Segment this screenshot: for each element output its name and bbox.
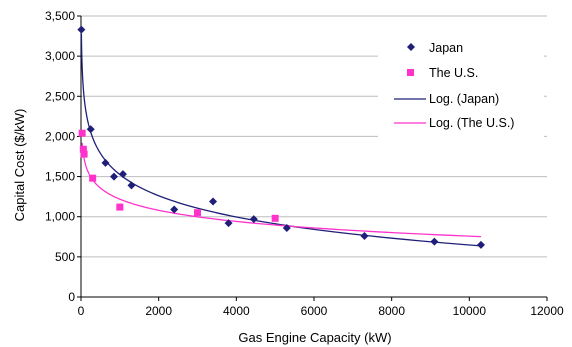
- y-tick-label: 3,000: [45, 49, 75, 63]
- y-tick-label: 2,000: [45, 129, 75, 143]
- data-point-japan-10: [282, 223, 291, 232]
- y-axis-label: Capital Cost ($/kW): [12, 109, 27, 222]
- legend-item-us: The U.S.: [407, 66, 478, 80]
- trendline-3: [81, 142, 482, 238]
- data-point-japan-9: [249, 215, 258, 224]
- tick-labels: 0 500 1,000 1,500 2,000 2,500 3,000 3,500 0 2000 4…: [45, 9, 564, 318]
- data-point-us-5: [194, 209, 201, 217]
- x-tick-label: 2000: [145, 304, 172, 318]
- data-point-japan-4: [118, 170, 127, 179]
- y-tick-label: 3,500: [45, 9, 75, 23]
- data-point-japan-1: [86, 125, 95, 134]
- data-point-japan-2: [101, 158, 110, 167]
- legend: Japan The U.S. Log. (Japan) Log. (The U.…: [378, 30, 544, 140]
- y-tick-label: 1,000: [45, 210, 75, 224]
- gridlines: [81, 15, 547, 258]
- data-point-us-2: [80, 150, 88, 158]
- data-point-us-6: [271, 214, 279, 222]
- data-point-japan-5: [127, 181, 136, 190]
- data-point-japan-3: [110, 172, 119, 181]
- x-tick-label: 10000: [453, 304, 487, 318]
- data-point-us-3: [89, 174, 97, 182]
- data-points: [77, 25, 485, 249]
- data-point-japan-11: [360, 231, 369, 240]
- x-tick-label: 12000: [530, 304, 564, 318]
- data-point-japan-6: [170, 205, 179, 214]
- y-tick-label: 2,500: [45, 89, 75, 103]
- legend-label-log-us: Log. (The U.S.): [429, 116, 514, 130]
- legend-label-japan: Japan: [429, 41, 463, 55]
- data-point-japan-8: [224, 219, 233, 228]
- legend-label-log-japan: Log. (Japan): [429, 92, 499, 106]
- legend-item-log-us: Log. (The U.S.): [394, 116, 514, 130]
- y-tick-label: 0: [68, 290, 75, 304]
- x-axis-label: Gas Engine Capacity (kW): [238, 330, 391, 345]
- x-tick-label: 4000: [223, 304, 250, 318]
- y-tick-label: 500: [55, 250, 75, 264]
- y-tick-label: 1,500: [45, 170, 75, 184]
- data-point-japan-0: [77, 25, 86, 34]
- legend-item-log-japan: Log. (Japan): [394, 92, 499, 106]
- x-tick-label: 6000: [301, 304, 328, 318]
- x-tick-label: 0: [78, 304, 85, 318]
- legend-item-japan: Japan: [407, 41, 463, 55]
- legend-marker-japan: [407, 43, 415, 51]
- data-point-us-0: [78, 129, 86, 137]
- data-point-japan-7: [209, 197, 218, 206]
- trendline-2: [80, 33, 482, 247]
- data-point-us-4: [116, 203, 124, 211]
- legend-marker-us: [407, 69, 414, 76]
- legend-label-us: The U.S.: [429, 66, 478, 80]
- x-tick-label: 8000: [378, 304, 405, 318]
- data-point-japan-12: [430, 237, 439, 246]
- data-point-japan-13: [476, 240, 485, 249]
- data-point-us-1: [79, 145, 87, 153]
- trendlines: [80, 33, 482, 247]
